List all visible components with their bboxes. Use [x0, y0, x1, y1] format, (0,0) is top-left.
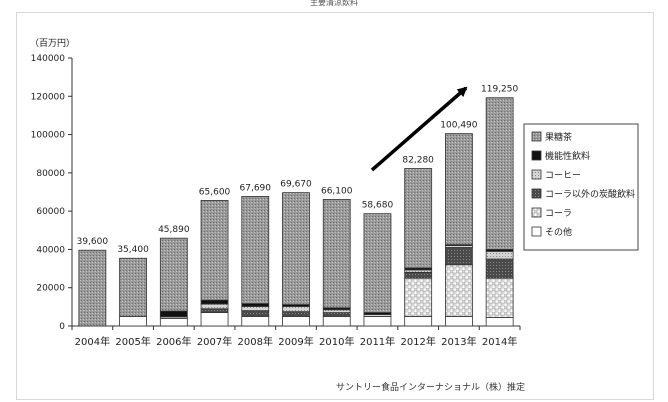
total-data-label: 119,250: [481, 85, 518, 95]
bar-segment: [404, 316, 433, 327]
bar-segment: [404, 271, 433, 279]
x-tick-label: 2005年: [115, 335, 150, 348]
legend-entry: 機能性飲料: [545, 150, 590, 162]
legend-entry: コーラ以外の炭酸飲料: [545, 188, 635, 200]
total-data-label: 66,100: [321, 186, 353, 196]
bar-segment: [78, 249, 107, 327]
legend-entry: コーラ: [545, 208, 572, 219]
x-tick-label: 2007年: [197, 335, 232, 348]
bar-segment: [282, 316, 310, 327]
bar-segment: [200, 299, 229, 305]
y-tick-label: 0: [59, 322, 65, 332]
total-data-label: 69,670: [280, 180, 312, 190]
legend-entry: コーヒー: [545, 170, 581, 181]
bar-segment: [159, 237, 188, 312]
y-unit-label: （百万円）: [30, 38, 75, 49]
total-data-label: 65,600: [199, 187, 231, 197]
bar-segment: [485, 250, 514, 260]
x-axis-labels: 2004年 2005年 2006年 2007年 2008年 2009年 2010年 2011年…: [71, 326, 521, 348]
bar-segment: [200, 308, 229, 313]
x-tick-label: 2009年: [278, 335, 313, 348]
source-note: サントリー食品インターナショナル（株）推定: [336, 383, 526, 393]
legend-swatch: [531, 207, 542, 218]
bar-segment: [200, 303, 229, 310]
trend-arrow: [370, 86, 468, 172]
bar-segment: [485, 277, 514, 318]
bar-segment: [445, 264, 473, 317]
bar-segment: [119, 316, 147, 327]
x-tick-label: 2008年: [238, 335, 273, 348]
y-tick-label: 100000: [31, 131, 66, 141]
bar-segment: [404, 277, 433, 317]
legend-entry: 果糖茶: [545, 131, 572, 143]
total-data-label: 58,680: [362, 201, 394, 211]
x-tick-label: 2013年: [441, 335, 476, 348]
legend-entry: その他: [545, 226, 572, 238]
bar-segment: [322, 199, 351, 309]
bar-segment: [322, 309, 351, 314]
total-data-label: 45,890: [158, 225, 190, 235]
bar-segment: [282, 192, 310, 305]
bar-segment: [241, 316, 270, 327]
bar-segment: [282, 311, 310, 317]
legend-swatch: [531, 188, 542, 199]
page-header: 主要清涼飲料: [310, 0, 358, 6]
total-data-label: 35,400: [117, 245, 149, 255]
bar-segment: [485, 258, 514, 279]
x-tick-label: 2004年: [75, 335, 110, 348]
x-tick-label: 2011年: [360, 335, 395, 348]
y-tick-label: 80000: [36, 169, 65, 179]
total-data-label: 82,280: [402, 155, 434, 165]
y-tick-label: 60000: [36, 207, 65, 217]
bars-group: [78, 97, 514, 327]
bar-segment: [241, 306, 270, 312]
bar-segment: [404, 168, 433, 269]
bar-segment: [200, 312, 229, 327]
bar-segment: [445, 247, 473, 266]
y-tick-label: 140000: [31, 54, 66, 64]
x-tick-label: 2006年: [156, 335, 191, 348]
bar-segment: [200, 200, 229, 301]
bar-segment: [322, 316, 351, 327]
bar-segment: [363, 213, 392, 313]
legend-swatch: [531, 150, 542, 161]
legend-swatch: [531, 131, 542, 142]
legend-box: [523, 123, 639, 251]
bar-segment: [241, 303, 270, 307]
legend-swatch: [531, 169, 542, 180]
y-tick-label: 120000: [31, 92, 66, 102]
total-data-label: 67,690: [240, 183, 272, 193]
bar-segment: [485, 316, 514, 327]
y-tick-label: 40000: [36, 245, 65, 255]
bar-segment: [445, 133, 473, 246]
bar-segment: [241, 196, 270, 305]
x-tick-label: 2012年: [400, 335, 435, 348]
bar-segment: [241, 310, 270, 317]
total-labels: 39,600 35,400 45,890 65,600 67,690 69,670 66,1…: [77, 85, 519, 256]
bar-segment: [322, 312, 351, 317]
bar-segment: [119, 257, 147, 317]
bar-segment: [282, 306, 310, 313]
total-data-label: 39,600: [77, 237, 109, 247]
bar-segment: [485, 97, 514, 250]
total-data-label: 100,490: [440, 121, 477, 131]
bar-segment: [159, 310, 188, 318]
bar-segment: [159, 317, 188, 327]
x-tick-label: 2010年: [319, 335, 354, 348]
bar-segment: [363, 316, 392, 327]
legend-swatch: [531, 226, 542, 237]
y-tick-label: 20000: [36, 284, 65, 294]
bar-segment: [445, 316, 473, 327]
x-tick-label: 2014年: [482, 335, 517, 348]
